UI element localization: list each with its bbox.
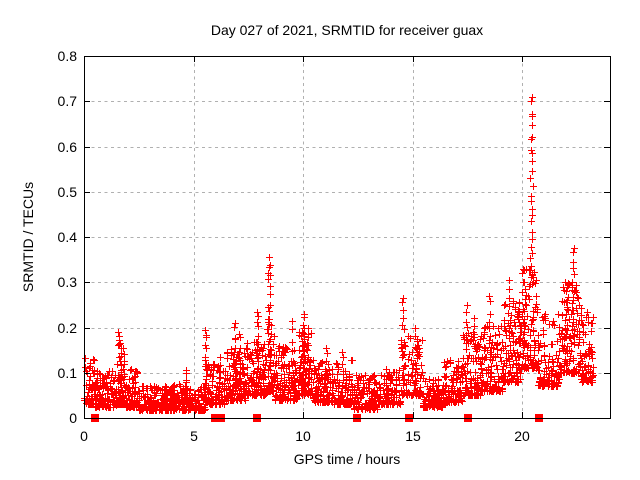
chart-title: Day 027 of 2021, SRMTID for receiver gua… xyxy=(211,22,483,38)
svg-text:0: 0 xyxy=(69,410,77,426)
svg-text:10: 10 xyxy=(295,428,311,444)
svg-text:5: 5 xyxy=(190,428,198,444)
svg-text:0.4: 0.4 xyxy=(58,229,78,245)
y-axis-label: SRMTID / TECUs xyxy=(20,182,36,292)
y-tick-labels: 0 0.1 0.2 0.3 0.4 0.5 0.6 0.7 0.8 xyxy=(58,48,78,426)
grid-lines xyxy=(85,57,609,417)
svg-text:0.8: 0.8 xyxy=(58,48,78,64)
svg-text:0.1: 0.1 xyxy=(58,365,78,381)
svg-text:0: 0 xyxy=(80,428,88,444)
svg-text:0.2: 0.2 xyxy=(58,320,78,336)
svg-text:0.5: 0.5 xyxy=(58,184,78,200)
svg-text:0.7: 0.7 xyxy=(58,93,78,109)
scatter-points xyxy=(81,94,597,414)
tick-marks xyxy=(84,56,610,419)
svg-text:0.3: 0.3 xyxy=(58,274,78,290)
svg-text:15: 15 xyxy=(405,428,421,444)
x-tick-labels: 0 5 10 15 20 xyxy=(80,428,530,444)
x-axis-label: GPS time / hours xyxy=(294,451,401,467)
svg-text:20: 20 xyxy=(514,428,530,444)
svg-text:0.6: 0.6 xyxy=(58,139,78,155)
